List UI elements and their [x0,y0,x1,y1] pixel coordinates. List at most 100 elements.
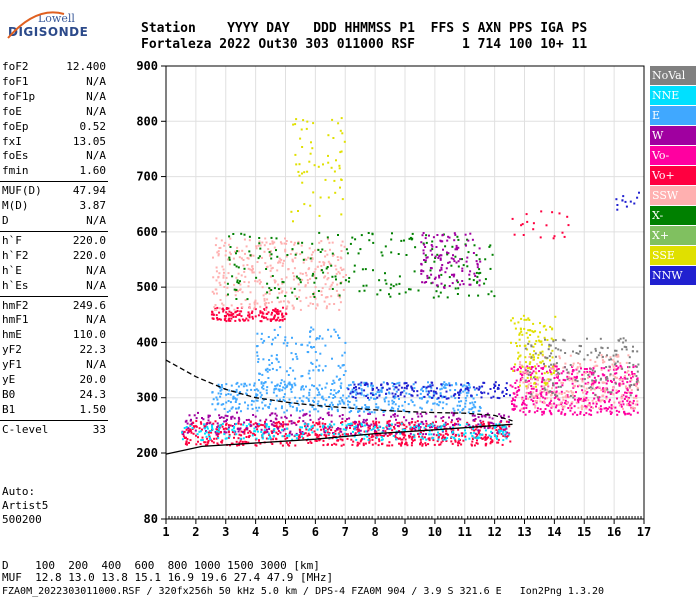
echo-point [246,393,248,396]
echo-point [238,441,241,444]
echo-point [548,345,551,348]
echo-point [394,423,397,426]
echo-point [230,317,233,320]
echo-point [217,383,220,386]
echo-point [301,375,304,377]
echo-point [363,430,366,433]
echo-point [328,427,331,430]
echo-point [271,318,273,321]
echo-point [236,310,239,312]
echo-point [322,398,325,401]
echo-point [398,275,401,278]
echo-point [265,423,268,425]
echo-point [403,424,406,427]
echo-point [360,388,363,391]
echo-point [401,438,404,441]
echo-point [582,385,585,388]
echo-point [577,401,580,404]
header-value-ddd: 303 [305,37,329,52]
echo-point [261,341,264,344]
echo-point [195,434,197,437]
echo-point [334,264,337,267]
echo-point [417,425,420,428]
echo-point [426,274,429,277]
echo-point [334,275,337,278]
echo-point [464,243,467,246]
echo-point [411,401,414,403]
echo-point [334,330,337,333]
echo-point [280,242,283,245]
echo-point [579,363,582,365]
echo-point [584,389,587,392]
echo-point [193,414,196,417]
echo-point [212,313,215,316]
echo-point [185,440,188,443]
echo-point [483,391,486,394]
echo-point [360,422,363,425]
echo-point [270,423,273,426]
echo-point [534,404,537,407]
param-row: B1 1.50 [2,403,106,417]
echo-point [388,425,391,427]
echo-point [206,425,209,428]
echo-point [584,382,587,385]
echo-point [276,318,278,321]
echo-point [475,387,478,390]
echo-point [332,435,335,438]
echo-point [278,260,281,263]
echo-point [290,287,292,290]
echo-point [610,411,613,414]
echo-point [565,396,568,399]
echo-point [354,396,357,399]
echo-point [571,370,574,373]
echo-point [255,245,258,248]
echo-point [358,429,361,432]
echo-point [259,311,262,314]
echo-point [304,271,307,274]
echo-point [466,394,469,397]
echo-point [374,442,377,445]
echo-point [279,310,282,313]
echo-point [615,409,618,412]
echo-point [553,366,556,369]
echo-point [212,256,214,259]
echo-point [422,242,425,245]
echo-point [262,294,265,297]
echo-point [275,369,278,372]
echo-point [445,432,448,435]
echo-point [237,272,240,275]
y-tick-label: 80 [144,512,158,526]
echo-point [437,434,440,436]
echo-point [336,408,339,411]
header-value-pps: 100 [508,37,533,52]
echo-point [633,373,636,375]
echo-point [227,307,230,310]
echo-point [227,426,230,429]
echo-point [218,272,221,275]
param-name: foF1 [2,74,29,88]
echo-point [264,262,267,265]
echo-point [347,384,350,387]
echo-point [557,385,560,388]
echo-point [579,411,582,413]
echo-point [284,237,286,240]
echo-point [562,398,565,401]
echo-point [311,363,314,365]
echo-point [603,401,606,404]
echo-point [636,196,639,199]
echo-point [436,403,439,406]
echo-point [240,303,243,306]
echo-point [325,267,328,270]
echo-point [339,301,342,304]
echo-point [303,413,306,416]
echo-point [231,431,234,434]
echo-point [337,270,340,273]
echo-point [439,269,441,272]
echo-point [550,390,553,393]
echo-point [291,438,294,441]
echo-point [627,354,630,357]
echo-point [594,380,597,383]
echo-point [556,394,559,397]
echo-point [627,402,630,405]
echo-point [393,395,396,398]
